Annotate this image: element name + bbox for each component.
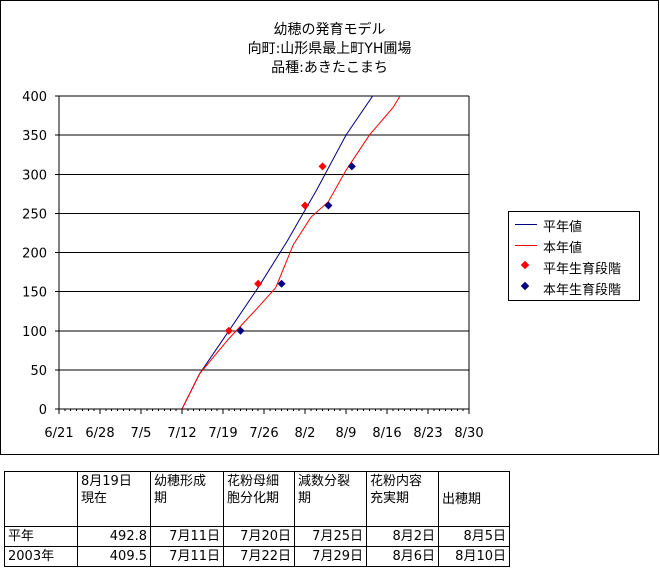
series-line-1	[181, 96, 401, 409]
legend-label: 本年値	[543, 241, 583, 256]
x-tick-label: 8/16	[372, 426, 401, 441]
table-cell: 409.5	[77, 546, 151, 567]
series-marker-3	[236, 326, 245, 335]
series-marker-2	[301, 201, 309, 210]
y-tick-label: 350	[22, 129, 47, 144]
y-tick-label: 150	[22, 286, 47, 301]
table-cell: 7月11日	[150, 526, 224, 547]
table-header-cell: 花粉母細 胞分化期	[223, 471, 295, 527]
table-header-cell: 減数分裂 期	[294, 471, 367, 527]
x-tick-label: 8/30	[454, 426, 483, 441]
y-tick-label: 300	[22, 168, 47, 183]
x-tick-label: 8/9	[336, 426, 357, 441]
table-header-cell: 幼穂形成 期	[150, 471, 224, 527]
y-tick-label: 0	[39, 403, 47, 418]
legend-marker-honnen-stage	[520, 281, 530, 291]
y-tick-label: 250	[22, 207, 47, 222]
x-tick-label: 7/26	[249, 426, 278, 441]
legend-label: 平年生育段階	[543, 262, 622, 277]
chart-title-line-3: 品種:あきたこまち	[271, 60, 388, 76]
table-cell: 8月2日	[366, 526, 439, 547]
chart-title-line-1: 幼穂の発育モデル	[273, 22, 386, 38]
table-header-cell: 8月19日 現在	[77, 471, 151, 527]
table-row: 2003年 409.5 7月11日 7月22日 7月29日 8月6日 8月10日	[4, 546, 510, 567]
series-marker-3	[277, 279, 286, 288]
table-cell: 7月11日	[150, 546, 224, 567]
legend-item-honnen-stage: 本年生育段階	[509, 278, 639, 298]
table-row: 平年 492.8 7月11日 7月20日 7月25日 8月2日 8月5日	[4, 526, 510, 547]
series-marker-2	[254, 279, 263, 288]
table-cell: 7月20日	[223, 526, 295, 547]
stage-table: 8月19日 現在 幼穂形成 期 花粉母細 胞分化期 減数分裂 期 花粉内容 充実…	[4, 471, 510, 567]
legend-item-heinen: 平年値	[509, 215, 639, 235]
legend-label: 平年値	[543, 220, 583, 235]
legend-label: 本年生育段階	[543, 283, 622, 298]
x-tick-label: 7/19	[208, 426, 237, 441]
table-cell: 492.8	[77, 526, 151, 547]
y-tick-label: 200	[22, 247, 47, 262]
x-tick-label: 6/21	[44, 426, 73, 441]
table-header-cell: 出穂期	[438, 471, 510, 527]
x-tick-label: 7/5	[131, 426, 152, 441]
table-cell: 8月5日	[438, 526, 510, 547]
table-cell: 平年	[4, 526, 78, 547]
table-header-row: 8月19日 現在 幼穂形成 期 花粉母細 胞分化期 減数分裂 期 花粉内容 充実…	[4, 471, 510, 527]
table-header-cell: 花粉内容 充実期	[366, 471, 439, 527]
series-marker-2	[318, 162, 327, 171]
chart-legend: 平年値 本年値 平年生育段階 本年生育段階	[508, 211, 640, 301]
chart-title-line-2: 向町:山形県最上町YH圃場	[247, 41, 412, 57]
legend-marker-heinen-stage	[520, 260, 530, 270]
x-tick-label: 8/2	[295, 426, 316, 441]
x-tick-label: 7/12	[167, 426, 196, 441]
table-cell: 2003年	[4, 546, 78, 567]
series-marker-3	[324, 201, 333, 210]
series-marker-3	[347, 162, 356, 171]
legend-line-honnen	[515, 245, 537, 246]
series-marker-2	[224, 326, 233, 335]
table-cell: 7月22日	[223, 546, 295, 567]
legend-item-heinen-stage: 平年生育段階	[509, 257, 639, 277]
legend-line-heinen	[515, 224, 537, 225]
y-tick-label: 400	[22, 90, 47, 105]
series-line-0	[181, 96, 374, 409]
table-cell: 7月29日	[294, 546, 367, 567]
table-header-cell	[4, 471, 78, 527]
chart-frame	[0, 0, 659, 455]
y-tick-label: 100	[22, 325, 47, 340]
legend-item-honnen: 本年値	[509, 236, 639, 256]
table-cell: 8月10日	[438, 546, 510, 567]
x-tick-label: 6/28	[85, 426, 114, 441]
table-cell: 7月25日	[294, 526, 367, 547]
table-cell: 8月6日	[366, 546, 439, 567]
chart-plot: 0 50 100 150 200 250 300 350 400 6/21 6/28 7/5 7/12 7…	[22, 90, 483, 441]
y-tick-label: 50	[30, 364, 47, 379]
x-tick-label: 8/23	[413, 426, 442, 441]
